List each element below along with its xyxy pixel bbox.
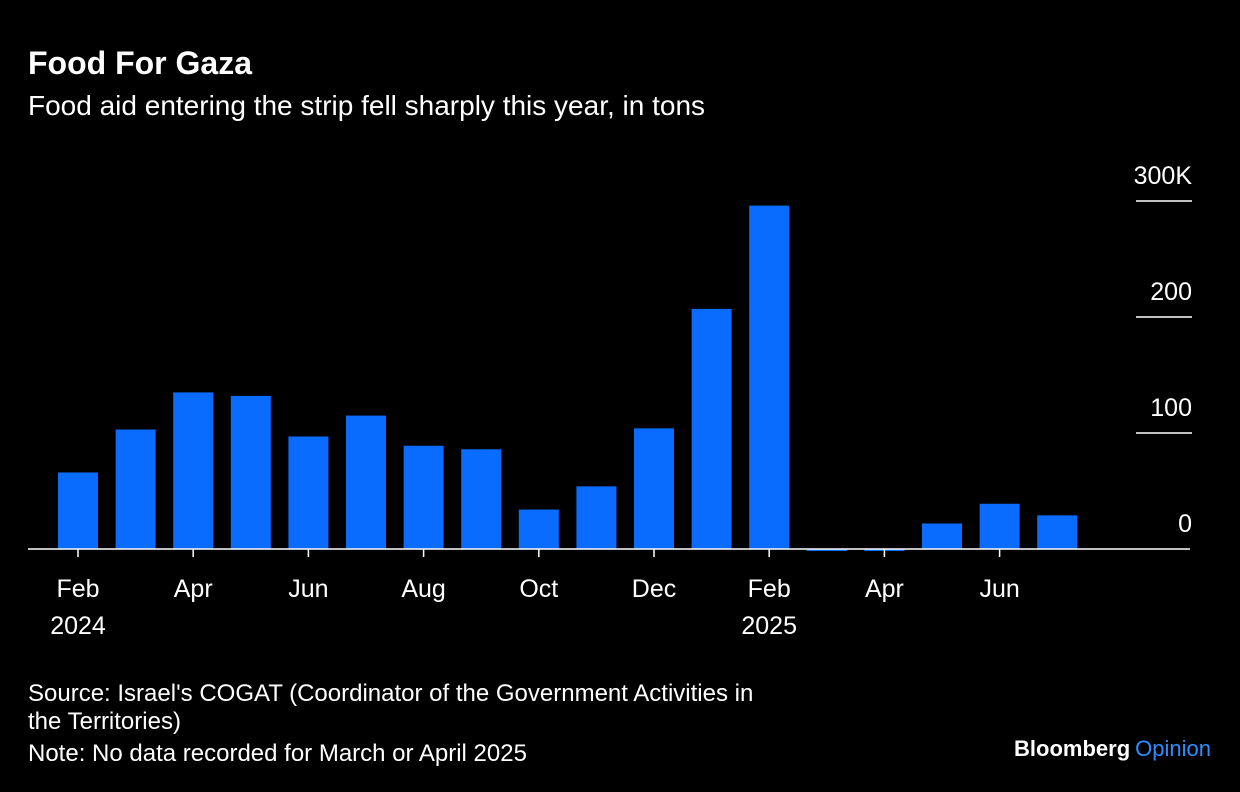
bar bbox=[403, 445, 444, 549]
x-tick-year: 2025 bbox=[741, 612, 797, 640]
y-tick-label: 100 bbox=[1150, 394, 1192, 422]
x-tick-label: Apr bbox=[174, 575, 213, 603]
bar bbox=[230, 395, 271, 549]
bar bbox=[749, 205, 790, 549]
x-tick-year: 2024 bbox=[50, 612, 106, 640]
bar bbox=[518, 509, 559, 549]
x-tick-label: Oct bbox=[519, 575, 558, 603]
chart-subtitle: Food aid entering the strip fell sharply… bbox=[28, 90, 705, 121]
x-tick-label: Feb bbox=[748, 575, 791, 603]
bar bbox=[922, 523, 962, 549]
y-tick-label: 0 bbox=[1178, 510, 1192, 538]
bar bbox=[691, 308, 732, 549]
x-tick-label: Apr bbox=[865, 575, 904, 603]
source-note: the Territories) bbox=[28, 708, 181, 735]
bar bbox=[979, 503, 1020, 549]
bar bbox=[58, 472, 98, 549]
x-tick-label: Dec bbox=[632, 575, 676, 603]
bar bbox=[461, 449, 502, 549]
y-tick-label: 200 bbox=[1150, 278, 1192, 306]
x-tick-label: Jun bbox=[979, 575, 1019, 603]
bar bbox=[576, 486, 617, 549]
x-tick-label: Aug bbox=[401, 575, 445, 603]
bar bbox=[288, 436, 329, 549]
bar bbox=[346, 415, 386, 549]
bar bbox=[173, 392, 214, 549]
bar bbox=[806, 549, 847, 551]
y-tick-label: 300K bbox=[1134, 162, 1193, 190]
brand-section: Opinion bbox=[1135, 736, 1211, 761]
brand: Bloomberg Opinion bbox=[1014, 736, 1211, 761]
brand-name: Bloomberg bbox=[1014, 736, 1130, 761]
x-tick-label: Jun bbox=[288, 575, 328, 603]
bar bbox=[1037, 515, 1078, 549]
note: Note: No data recorded for March or Apri… bbox=[28, 740, 527, 767]
bar bbox=[115, 429, 156, 549]
chart-title: Food For Gaza bbox=[28, 45, 252, 81]
bar bbox=[634, 428, 674, 549]
x-tick-label: Feb bbox=[56, 575, 99, 603]
source-note: Source: Israel's COGAT (Coordinator of t… bbox=[28, 680, 753, 707]
